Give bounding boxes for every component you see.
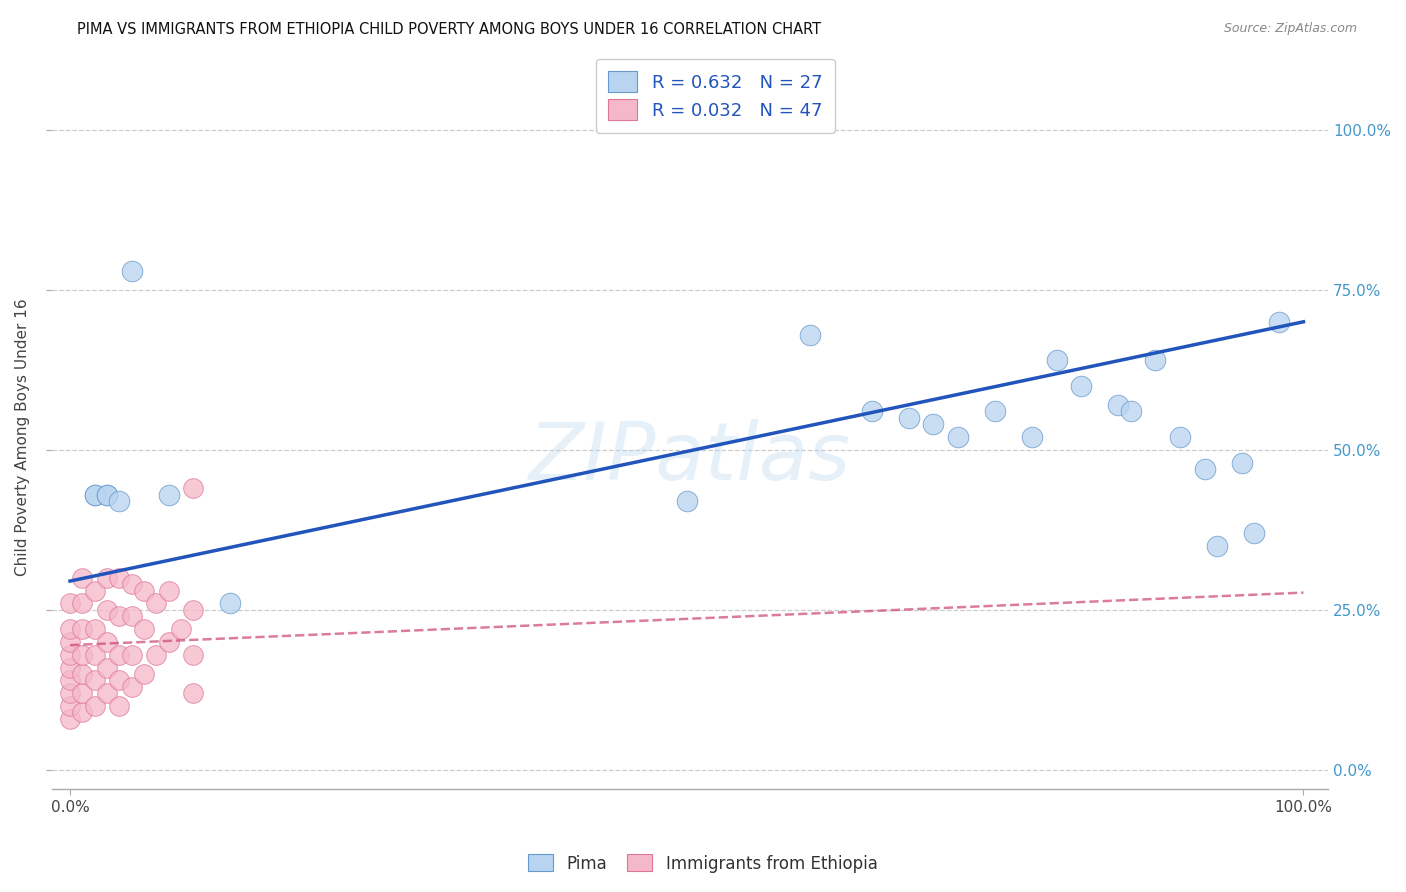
Point xyxy=(946,430,969,444)
Point xyxy=(1046,353,1069,368)
Point xyxy=(897,410,920,425)
Point xyxy=(922,417,945,432)
Point xyxy=(1268,315,1291,329)
Point xyxy=(1021,430,1043,444)
Point xyxy=(1206,539,1229,553)
Point xyxy=(157,635,180,649)
Point xyxy=(108,571,131,585)
Point xyxy=(1107,398,1129,412)
Point xyxy=(183,686,205,700)
Point xyxy=(1119,404,1142,418)
Point xyxy=(72,622,94,636)
Point xyxy=(59,673,82,688)
Point xyxy=(59,712,82,726)
Point xyxy=(108,698,131,713)
Point xyxy=(121,263,143,277)
Point xyxy=(799,327,821,342)
Point xyxy=(83,583,105,598)
Point xyxy=(59,622,82,636)
Point xyxy=(183,648,205,662)
Point xyxy=(183,603,205,617)
Point xyxy=(1243,526,1265,541)
Point xyxy=(72,648,94,662)
Point xyxy=(1168,430,1191,444)
Point xyxy=(108,609,131,624)
Point xyxy=(1144,353,1167,368)
Point xyxy=(132,583,155,598)
Point xyxy=(83,648,105,662)
Point xyxy=(83,488,105,502)
Point xyxy=(96,571,118,585)
Point xyxy=(72,571,94,585)
Legend: Pima, Immigrants from Ethiopia: Pima, Immigrants from Ethiopia xyxy=(522,847,884,880)
Point xyxy=(108,494,131,508)
Text: ZIPatlas: ZIPatlas xyxy=(529,419,851,497)
Y-axis label: Child Poverty Among Boys Under 16: Child Poverty Among Boys Under 16 xyxy=(15,298,30,576)
Point xyxy=(83,488,105,502)
Point xyxy=(157,583,180,598)
Point xyxy=(132,622,155,636)
Point xyxy=(157,488,180,502)
Point xyxy=(96,686,118,700)
Point xyxy=(675,494,697,508)
Point xyxy=(170,622,193,636)
Point xyxy=(121,609,143,624)
Point xyxy=(72,666,94,681)
Point xyxy=(83,698,105,713)
Point xyxy=(219,597,242,611)
Point xyxy=(121,577,143,591)
Point xyxy=(132,666,155,681)
Point xyxy=(96,488,118,502)
Point xyxy=(1070,379,1092,393)
Point xyxy=(108,648,131,662)
Point xyxy=(96,488,118,502)
Point xyxy=(83,673,105,688)
Point xyxy=(59,597,82,611)
Point xyxy=(72,706,94,720)
Point xyxy=(1230,456,1253,470)
Point xyxy=(121,648,143,662)
Point xyxy=(121,680,143,694)
Text: PIMA VS IMMIGRANTS FROM ETHIOPIA CHILD POVERTY AMONG BOYS UNDER 16 CORRELATION C: PIMA VS IMMIGRANTS FROM ETHIOPIA CHILD P… xyxy=(77,22,821,37)
Point xyxy=(984,404,1007,418)
Point xyxy=(83,622,105,636)
Legend: R = 0.632   N = 27, R = 0.032   N = 47: R = 0.632 N = 27, R = 0.032 N = 47 xyxy=(596,59,835,133)
Point xyxy=(108,673,131,688)
Point xyxy=(96,603,118,617)
Point xyxy=(59,648,82,662)
Point xyxy=(59,635,82,649)
Point xyxy=(59,686,82,700)
Point xyxy=(59,660,82,674)
Point xyxy=(72,597,94,611)
Point xyxy=(1194,462,1216,476)
Point xyxy=(59,698,82,713)
Point xyxy=(72,686,94,700)
Point xyxy=(96,635,118,649)
Point xyxy=(183,481,205,495)
Point xyxy=(860,404,883,418)
Point xyxy=(145,648,167,662)
Point xyxy=(145,597,167,611)
Point xyxy=(96,660,118,674)
Text: Source: ZipAtlas.com: Source: ZipAtlas.com xyxy=(1223,22,1357,36)
